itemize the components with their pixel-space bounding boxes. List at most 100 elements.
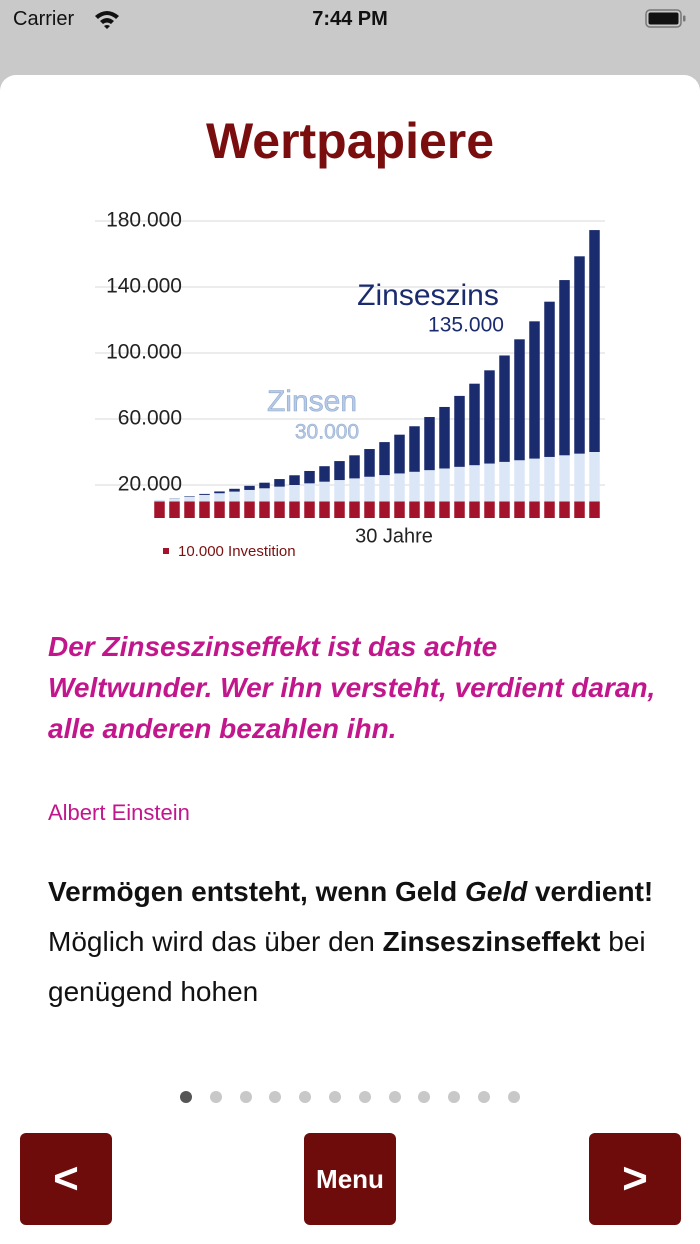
paragraph: Vermögen entsteht, wenn Geld Geld verdie… bbox=[48, 867, 658, 917]
bar-segment bbox=[379, 475, 390, 502]
bar-segment bbox=[544, 301, 555, 457]
bar-segment bbox=[439, 501, 450, 518]
bar-segment bbox=[199, 501, 210, 518]
bar-segment bbox=[289, 485, 300, 502]
bar-segment bbox=[574, 453, 585, 502]
bar-segment bbox=[499, 355, 510, 462]
bar-segment bbox=[259, 482, 270, 489]
bar-segment bbox=[199, 493, 210, 495]
bar-segment bbox=[304, 470, 315, 484]
bar-segment bbox=[544, 456, 555, 502]
page-dot bbox=[209, 1091, 222, 1103]
bar-segment bbox=[364, 476, 375, 502]
bar-segment bbox=[574, 256, 585, 454]
bar-segment bbox=[274, 501, 285, 518]
bar-segment bbox=[409, 471, 420, 502]
bar-segment bbox=[424, 501, 435, 518]
bar-segment bbox=[289, 475, 300, 485]
bar-segment bbox=[409, 426, 420, 472]
bar-segment bbox=[424, 470, 435, 502]
bar-segment bbox=[214, 491, 225, 494]
bar-segment bbox=[319, 501, 330, 518]
bar-segment bbox=[589, 230, 600, 452]
bar-segment bbox=[349, 455, 360, 479]
bar-segment bbox=[259, 488, 270, 502]
y-tick-label: 180.000 bbox=[106, 209, 182, 232]
wifi-icon bbox=[95, 11, 119, 29]
bar-segment bbox=[454, 466, 465, 502]
text: Zinseszinseffekt bbox=[382, 926, 601, 957]
bar-segment bbox=[364, 501, 375, 518]
annotation: 135.000 bbox=[428, 314, 504, 337]
x-axis-label: 30 Jahre bbox=[355, 525, 433, 547]
page-dot bbox=[507, 1091, 520, 1103]
text: Möglich wird das über den bbox=[48, 926, 375, 957]
menu-button[interactable]: Menu bbox=[304, 1133, 396, 1225]
bar-segment bbox=[229, 491, 240, 502]
time: 7:44 PM bbox=[312, 8, 388, 30]
quote: Der Zinseszinseffekt ist das achte Weltw… bbox=[48, 631, 656, 744]
bar-segment bbox=[154, 499, 165, 502]
bar-segment bbox=[439, 468, 450, 502]
bar-segment bbox=[454, 501, 465, 518]
page-dot bbox=[418, 1091, 431, 1103]
bar-segment bbox=[394, 434, 405, 474]
bar-segment bbox=[439, 406, 450, 469]
bar-segment bbox=[229, 488, 240, 492]
bar-segment bbox=[529, 321, 540, 459]
bar-segment bbox=[589, 452, 600, 502]
bar-segment bbox=[484, 463, 495, 502]
y-tick-label: 100.000 bbox=[106, 341, 182, 364]
bar-segment bbox=[424, 417, 435, 471]
bar-segment bbox=[379, 442, 390, 476]
bar-segment bbox=[184, 496, 195, 502]
prev-button[interactable]: < bbox=[20, 1133, 112, 1225]
bar-segment bbox=[259, 501, 270, 518]
body-text: Vermögen entsteht, wenn Geld Geld verdie… bbox=[48, 867, 658, 1062]
text: Vermögen entsteht, wenn Geld bbox=[48, 876, 458, 907]
page-dot bbox=[180, 1091, 192, 1103]
y-tick-label: 140.000 bbox=[106, 275, 182, 298]
status-bar: Carrier 7:44 PM bbox=[0, 0, 700, 40]
bar-segment bbox=[469, 465, 480, 502]
bar-segment bbox=[364, 449, 375, 477]
bar-segment bbox=[349, 478, 360, 502]
page-dot bbox=[329, 1091, 341, 1103]
bar-segment bbox=[484, 501, 495, 518]
series-label: Zinsen bbox=[267, 385, 357, 418]
bar-segment bbox=[244, 489, 255, 502]
battery-icon bbox=[645, 9, 686, 28]
bar-segment bbox=[559, 455, 570, 502]
next-button[interactable]: > bbox=[589, 1133, 681, 1225]
page-dot bbox=[478, 1091, 490, 1103]
page-dot bbox=[358, 1091, 371, 1103]
bar-segment bbox=[409, 501, 420, 518]
bar-segment bbox=[379, 501, 390, 518]
bar-segment bbox=[454, 395, 465, 467]
page-dot bbox=[269, 1091, 282, 1103]
legend-swatch bbox=[163, 548, 169, 554]
paragraph: Möglich wird das über den Zinseszinseffe… bbox=[48, 917, 658, 1017]
bar-segment bbox=[229, 501, 240, 518]
bar-segment bbox=[394, 473, 405, 502]
page-dot bbox=[299, 1091, 312, 1103]
bar-segment bbox=[334, 501, 345, 518]
bar-segment bbox=[244, 485, 255, 490]
bar-segment bbox=[499, 501, 510, 518]
y-tick-label: 60.000 bbox=[118, 407, 182, 430]
quote-author: Albert Einstein bbox=[48, 800, 190, 825]
bar-segment bbox=[514, 339, 525, 461]
annotation: 30.000 bbox=[295, 421, 359, 444]
page-title: Wertpapiere bbox=[205, 113, 495, 169]
bar-segment bbox=[514, 501, 525, 518]
bar-segment bbox=[334, 480, 345, 502]
page-dot bbox=[388, 1091, 401, 1103]
bar-segment bbox=[514, 460, 525, 502]
bar-segment bbox=[304, 501, 315, 518]
bar-segment bbox=[244, 501, 255, 518]
series-label: Zinseszins bbox=[357, 279, 499, 312]
bar-segment bbox=[469, 501, 480, 518]
page-dot bbox=[448, 1091, 461, 1103]
bar-segment bbox=[319, 466, 330, 482]
bar-segment bbox=[559, 280, 570, 456]
